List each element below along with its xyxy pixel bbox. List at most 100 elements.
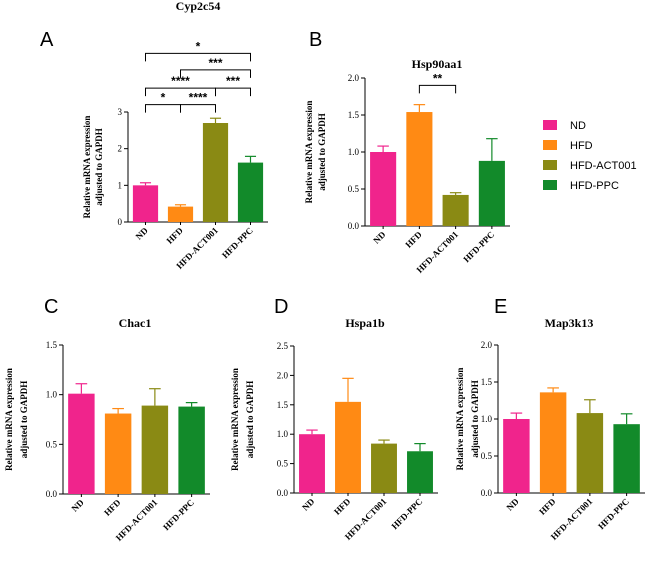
x-tick-label-d-hfd-ppc: HFD-PPC [389,496,424,531]
y-tick-label-a: 1 [118,180,123,190]
x-tick-label-a-hfd: HFD [164,225,185,246]
y-axis-label-b-line2: adjusted to GAPDH [317,113,327,191]
panel-letter-d: D [274,296,288,318]
significance-bracket-a-2 [180,104,216,113]
legend-swatch-hfd-ppc [543,180,557,190]
y-tick-label-d: 1.0 [277,429,289,439]
legend-swatch-hfd [543,140,557,150]
y-tick-label-a: 0 [118,217,123,227]
y-tick-label-b: 1.5 [348,110,360,120]
legend-label-hfd-ppc: HFD-PPC [570,180,619,192]
y-tick-label-e: 0.5 [481,451,493,461]
chart-title-c: Chac1 [119,316,152,330]
y-tick-label-b: 2.0 [348,73,360,83]
y-tick-label-d: 2.0 [277,370,289,380]
chart-title-b: Hsp90aa1 [412,57,463,71]
y-tick-label-b: 1.0 [348,147,360,157]
bar-d-hfd [335,401,361,493]
chart-title-e: Map3k13 [545,316,594,330]
legend: ND HFD HFD-ACT001 HFD-PPC [543,120,637,192]
bar-b-nd [370,152,397,226]
y-tick-label-a: 2 [118,144,123,154]
y-tick-label-e: 0.0 [481,488,493,498]
y-tick-label-d: 1.5 [277,400,289,410]
y-tick-label-b: 0.0 [348,221,360,231]
significance-label-a-4: **** [171,74,190,88]
x-tick-label-c-hfd: HFD [102,497,123,518]
significance-label-a-2: **** [189,91,208,105]
chart-panel-e: Map3k13 Relative mRNA expression adjusted … [455,316,645,542]
bar-e-hfd-act001 [576,413,604,493]
y-tick-label-b: 0.5 [348,184,360,194]
significance-bracket-a-3 [215,87,251,97]
y-axis-label-b-line1: Relative mRNA expression [304,101,314,204]
bar-c-hfd-act001 [141,405,169,494]
y-axis-label-d-line2: adjusted to GAPDH [245,381,255,459]
legend-label-hfd: HFD [570,140,593,152]
x-tick-label-d-nd: ND [300,496,317,513]
y-tick-label-c: 0.5 [46,439,58,449]
y-tick-label-e: 1.5 [481,377,493,387]
x-tick-label-e-nd: ND [505,496,522,513]
x-tick-label-c-nd: ND [70,497,87,514]
bar-a-hfd [167,206,194,222]
panel-letter-a: A [40,29,54,51]
significance-label-a-1: * [161,91,166,105]
bar-b-hfd-ppc [478,160,505,226]
panel-letter-c: C [44,296,58,318]
significance-label-a-5: *** [208,56,222,70]
significance-label-b-1: ** [433,71,443,85]
legend-label-hfd-act001: HFD-ACT001 [570,160,637,172]
bar-a-hfd-act001 [202,123,229,222]
x-tick-label-b-hfd-ppc: HFD-PPC [461,229,496,264]
x-tick-label-d-hfd: HFD [332,496,353,517]
x-tick-label-c-hfd-ppc: HFD-PPC [161,497,196,532]
panel-letter-e: E [494,296,507,318]
y-tick-label-c: 1.5 [46,340,58,350]
significance-bracket-a-6 [145,52,251,62]
y-axis-label-c-line2: adjusted to GAPDH [19,381,29,459]
x-tick-label-a-nd: ND [134,225,151,242]
x-tick-label-b-nd: ND [371,229,388,246]
bar-c-hfd-ppc [178,406,205,494]
y-axis-label-a-line1: Relative mRNA expression [82,116,92,219]
bar-d-hfd-ppc [407,451,433,493]
y-axis-label-a-line2: adjusted to GAPDH [94,128,104,206]
y-tick-label-c: 0.0 [46,489,58,499]
legend-swatch-hfd-act001 [543,160,557,170]
y-tick-label-d: 0.5 [277,459,289,469]
y-axis-label-e-line2: adjusted to GAPDH [470,380,480,458]
y-tick-label-d: 0.0 [277,488,289,498]
chart-title-d: Hspa1b [345,316,385,330]
significance-bracket-a-5 [180,69,251,78]
y-axis-label-e-line1: Relative mRNA expression [455,368,465,471]
y-tick-label-e: 2.0 [481,340,493,350]
significance-bracket-a-4 [145,87,216,97]
x-tick-label-a-hfd-ppc: HFD-PPC [220,225,255,260]
y-tick-label-d: 2.5 [277,341,289,351]
bar-e-nd [503,419,530,493]
bar-a-hfd-ppc [237,162,264,222]
x-tick-label-b-hfd: HFD [403,229,424,250]
bar-d-hfd-act001 [371,443,397,493]
bar-e-hfd [539,392,567,493]
significance-label-a-6: * [196,39,201,53]
chart-panel-c: Chac1 Relative mRNA expression adjusted to… [4,316,210,543]
chart-panel-b: Hsp90aa1 Relative mRNA expression adjusted… [304,57,510,275]
chart-panel-d: Hspa1b Relative mRNA expression adjusted t… [230,316,438,542]
significance-bracket-a-1 [145,104,181,113]
bar-e-hfd-ppc [613,424,640,493]
y-axis-label-c-line1: Relative mRNA expression [4,368,14,471]
y-tick-label-c: 1.0 [46,390,58,400]
x-tick-label-e-hfd: HFD [537,496,558,517]
x-tick-label-e-hfd-ppc: HFD-PPC [596,496,631,531]
bar-a-nd [132,185,159,222]
bar-c-nd [68,393,95,494]
chart-title-a: Cyp2c54 [176,0,221,13]
legend-label-nd: ND [570,120,586,132]
chart-panel-a: Cyp2c54 Relative mRNA expression adjusted … [82,0,268,271]
y-tick-label-e: 1.0 [481,414,493,424]
panel-letter-b: B [309,29,322,51]
bar-c-hfd [104,413,132,494]
